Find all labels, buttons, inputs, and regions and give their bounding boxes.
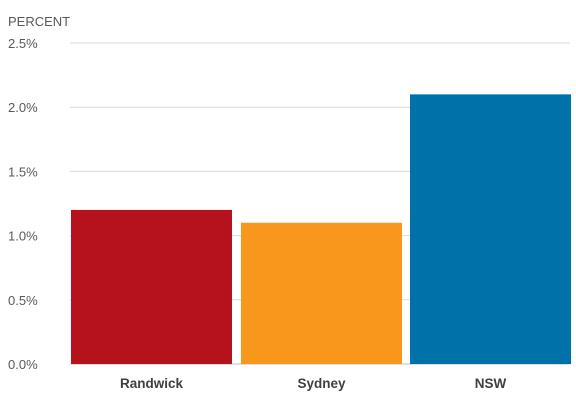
- bar-nsw: [410, 94, 571, 365]
- y-tick-label: 0.0%: [8, 357, 38, 372]
- x-tick-label: Randwick: [120, 376, 184, 391]
- x-tick-labels: Randwick Sydney NSW: [120, 376, 507, 391]
- y-tick-label: 1.0%: [8, 229, 38, 244]
- y-tick-label: 0.5%: [8, 293, 38, 308]
- x-tick-label: Sydney: [297, 376, 346, 391]
- bar-randwick: [71, 209, 232, 364]
- y-tick-label: 2.0%: [8, 100, 38, 115]
- bars: [71, 94, 571, 365]
- y-tick-labels: 0.0% 0.5% 1.0% 1.5% 2.0% 2.5%: [8, 36, 38, 372]
- y-tick-label: 2.5%: [8, 36, 38, 51]
- y-axis-label: PERCENT: [8, 14, 70, 29]
- bar-sydney: [241, 222, 402, 364]
- y-tick-label: 1.5%: [8, 164, 38, 179]
- x-tick-label: NSW: [475, 376, 507, 391]
